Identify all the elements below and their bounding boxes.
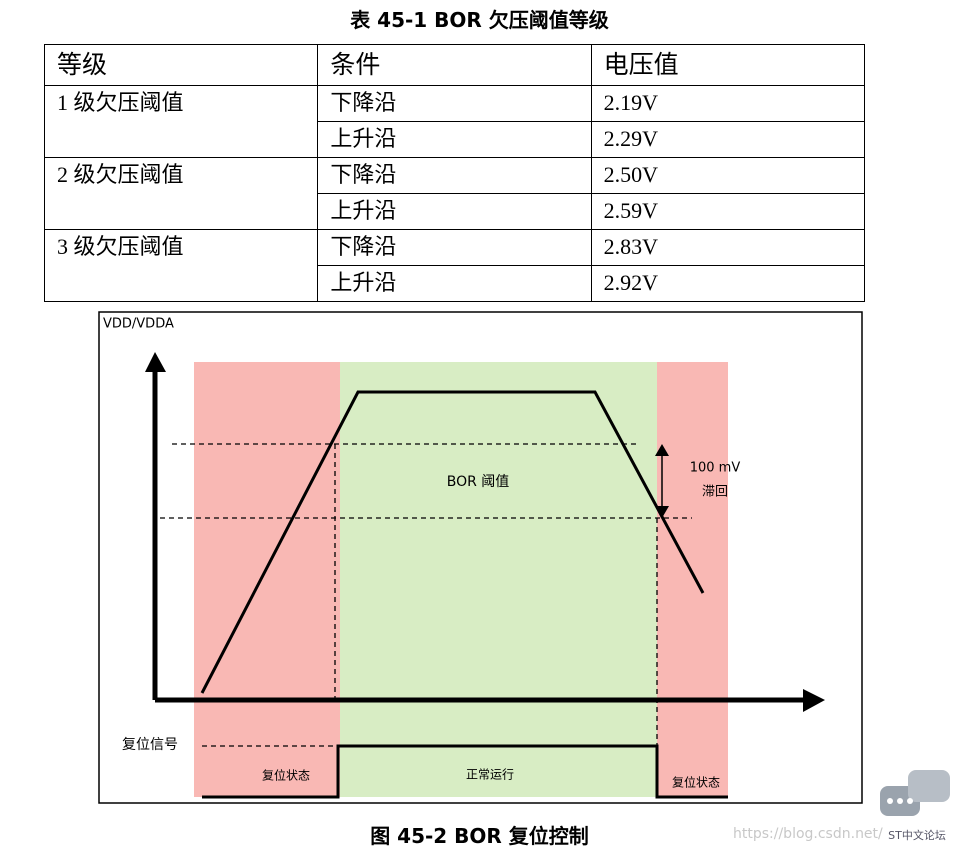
header-cell: 电压值 <box>590 44 866 86</box>
cell: 2.59V <box>590 193 866 230</box>
hysteresis-value: 100 mV <box>690 461 741 476</box>
table-caption: 表 45-1 BOR 欠压阈值等级 <box>350 8 609 32</box>
cell: 下降沿 <box>317 85 592 122</box>
cell: 2.92V <box>590 265 866 302</box>
reset-signal <box>202 744 728 799</box>
bor-table: 等级 条件 电压值 1 级欠压阈值 下降沿 2.19V 上升沿 2.29V 2 级欠压… <box>43 44 866 302</box>
cell: 上升沿 <box>317 265 592 302</box>
dashed-guides <box>160 443 692 797</box>
watermark-site: ST中文论坛 <box>888 828 946 842</box>
reset-zone <box>657 362 728 797</box>
row: 3 级欠压阈值 下降沿 2.83V <box>43 229 866 302</box>
cell: 2.83V <box>590 229 866 266</box>
cell: 上升沿 <box>317 193 592 230</box>
row: 1 级欠压阈值 下降沿 2.19V <box>43 85 866 158</box>
axis-arrow <box>145 352 166 372</box>
hysteresis-arrow <box>655 506 669 518</box>
state-label: 复位状态 <box>262 768 310 783</box>
cell: 下降沿 <box>317 229 592 266</box>
row: 上升沿 2.92V <box>45 265 866 302</box>
figure-caption: 图 45-2 BOR 复位控制 <box>370 824 589 848</box>
level-cell: 1 级欠压阈值 <box>43 85 319 158</box>
axis-arrow <box>803 689 825 712</box>
cell: 下降沿 <box>317 157 592 194</box>
header-row: 等级 条件 电压值 <box>43 44 866 86</box>
hysteresis-arrow <box>655 444 669 456</box>
state-label: 复位状态 <box>672 775 720 790</box>
cell: 上升沿 <box>317 121 592 158</box>
watermark-url: https://blog.csdn.net/ <box>733 826 883 842</box>
header-cell: 等级 <box>43 44 319 86</box>
run-zone <box>340 362 657 797</box>
state-label: 正常运行 <box>466 768 514 782</box>
watermark-icon <box>880 770 950 816</box>
cell: 2.19V <box>590 85 866 122</box>
level-cell: 3 级欠压阈值 <box>43 229 319 302</box>
row: 2 级欠压阈值 下降沿 2.50V <box>43 157 866 230</box>
voltage-curve <box>200 390 705 694</box>
axes <box>152 370 805 703</box>
cell: 2.29V <box>590 121 866 158</box>
reset-signal-label: 复位信号 <box>122 736 178 753</box>
row: 上升沿 2.29V <box>45 121 866 158</box>
threshold-label: BOR 阈值 <box>447 474 510 490</box>
hysteresis-label: 滞回 <box>702 485 728 500</box>
reset-zone <box>194 362 340 797</box>
cell: 2.50V <box>590 157 866 194</box>
y-axis-label: VDD/VDDA <box>103 317 174 332</box>
level-cell: 2 级欠压阈值 <box>43 157 319 230</box>
header-cell: 条件 <box>317 44 592 86</box>
row: 上升沿 2.59V <box>45 193 866 230</box>
